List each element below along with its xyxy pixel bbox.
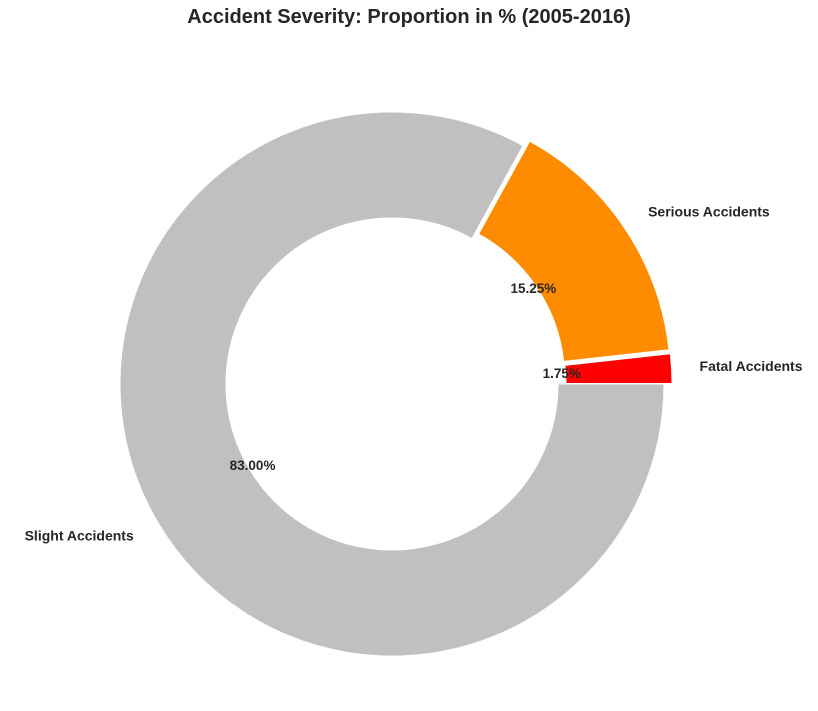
slices-group bbox=[119, 111, 673, 657]
pct-label-fatal-accidents: 1.75% bbox=[543, 366, 581, 381]
slice-fatal-accidents bbox=[564, 353, 673, 385]
category-label-slight-accidents: Slight Accidents bbox=[25, 527, 134, 543]
chart-title: Accident Severity: Proportion in % (2005… bbox=[187, 6, 631, 28]
pct-label-serious-accidents: 15.25% bbox=[510, 281, 556, 296]
pct-label-slight-accidents: 83.00% bbox=[230, 458, 276, 473]
slice-slight-accidents bbox=[119, 111, 665, 657]
category-label-serious-accidents: Serious Accidents bbox=[648, 204, 770, 220]
slice-serious-accidents bbox=[477, 140, 670, 362]
labels-group: 1.75% Fatal Accidents 15.25% Serious Accide… bbox=[25, 204, 803, 544]
category-label-fatal-accidents: Fatal Accidents bbox=[700, 358, 803, 374]
